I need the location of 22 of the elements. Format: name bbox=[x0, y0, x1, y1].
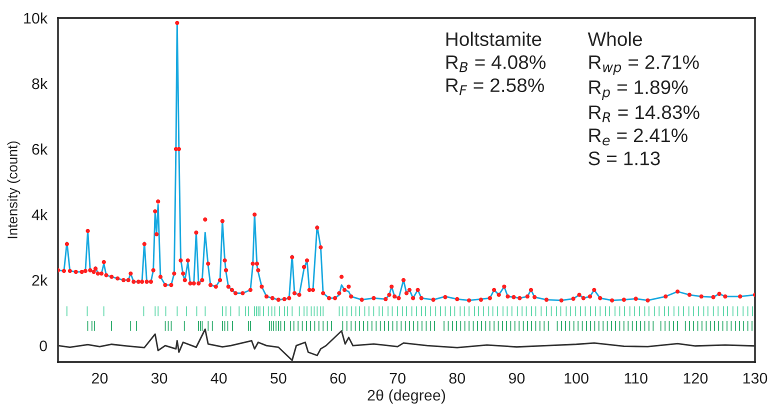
y-tick-label: 6k bbox=[32, 144, 48, 155]
x-tick-label: 60 bbox=[330, 372, 346, 384]
x-axis-title: 2θ (degree) bbox=[368, 389, 446, 404]
y-tick-label: 2k bbox=[32, 274, 48, 286]
y-tick-label: 0 bbox=[40, 340, 47, 352]
x-tick-label: 110 bbox=[624, 372, 648, 384]
x-tick-label: 100 bbox=[564, 372, 588, 384]
x-tick-label: 40 bbox=[210, 372, 227, 384]
y-tick-label: 4k bbox=[32, 209, 48, 220]
annotation: Holtstamite R$_{B}$ = 4.08% R$_{F}$ = 2.58% bbox=[446, 32, 546, 96]
x-tick-label: 80 bbox=[449, 372, 466, 384]
x-tick-label: 30 bbox=[151, 372, 168, 384]
x-tick-label: 130 bbox=[743, 372, 768, 384]
x-tick-label: 70 bbox=[390, 372, 406, 384]
x-tick-label: 50 bbox=[270, 372, 286, 384]
x-tick-label: 120 bbox=[684, 372, 708, 384]
y-tick-label: 10k bbox=[24, 12, 48, 24]
x-tick-label: 90 bbox=[508, 372, 525, 384]
y-axis-title: Intensity (count) bbox=[7, 141, 20, 238]
y-tick-label: 8k bbox=[32, 78, 48, 90]
text: Whole R$_{wp}$ = 2.71% R$_{p}$ = 1.89% R$_{R}$ = 14.83% R$_{e}$ = 2.41% S = 1.13 bbox=[588, 32, 700, 166]
x-tick-label: 20 bbox=[92, 372, 108, 384]
